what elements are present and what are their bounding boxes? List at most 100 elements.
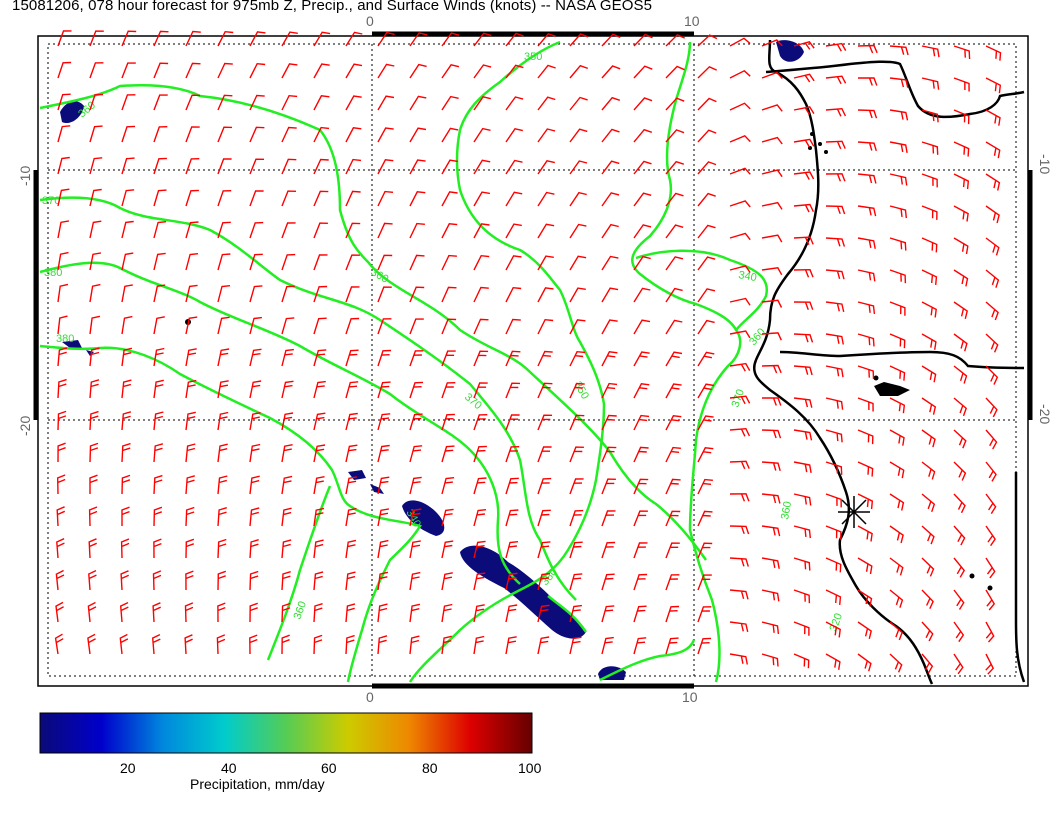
wind-barb — [762, 397, 782, 406]
wind-barb — [889, 205, 907, 219]
wind-barb — [153, 506, 163, 527]
wind-barb — [345, 444, 358, 463]
wind-barb — [569, 509, 584, 527]
wind-barb — [313, 380, 326, 399]
wind-barb — [889, 525, 904, 544]
contour-label: 350 — [524, 51, 542, 63]
wind-barb — [89, 188, 102, 207]
wind-barb — [825, 173, 846, 182]
wind-barb — [473, 604, 485, 623]
wind-barb — [953, 45, 971, 60]
wind-barb — [377, 222, 393, 239]
wind-barb — [249, 507, 260, 527]
wind-barb — [761, 299, 783, 308]
wind-barb — [121, 411, 132, 431]
wind-barb — [921, 621, 934, 642]
wind-barb — [185, 538, 195, 559]
wind-barb — [537, 414, 553, 431]
wind-barb — [313, 126, 330, 143]
wind-barb — [249, 94, 265, 111]
wind-barb — [345, 31, 363, 47]
wind-barb — [793, 397, 813, 408]
wind-barb — [473, 635, 485, 655]
wind-barb — [953, 333, 968, 352]
wind-barb — [153, 284, 166, 303]
wind-barb — [120, 570, 129, 591]
lat-tick-left-10: -10 — [17, 166, 33, 186]
wind-barb — [537, 128, 556, 143]
wind-barb — [185, 158, 200, 175]
lon-tick-top-0: 0 — [366, 13, 374, 29]
wind-barb — [217, 285, 231, 303]
wind-barb — [505, 286, 522, 303]
wind-barb — [89, 347, 100, 367]
wind-barb — [473, 286, 489, 303]
wind-barb — [729, 557, 749, 567]
wind-barb — [921, 333, 937, 350]
wind-barb — [921, 493, 936, 513]
wind-barb — [665, 574, 680, 591]
wind-barb — [377, 254, 393, 271]
wind-barb — [345, 127, 362, 143]
wind-barb — [377, 508, 390, 527]
wind-barb — [953, 365, 968, 384]
wind-barb — [569, 478, 584, 495]
wind-barb — [601, 96, 621, 111]
wind-barb — [441, 382, 456, 399]
wind-barb — [761, 557, 780, 569]
wind-barb — [409, 381, 424, 399]
wind-barb — [377, 190, 394, 207]
wind-barb — [889, 493, 905, 511]
wind-barb — [889, 109, 909, 121]
wind-barb — [601, 65, 621, 79]
graticule — [48, 44, 1016, 676]
wind-barb — [761, 267, 783, 276]
wind-barb — [761, 621, 780, 634]
wind-barb — [473, 32, 492, 47]
wind-barb — [665, 510, 681, 527]
wind-barb — [697, 192, 716, 207]
wind-barb — [985, 109, 1001, 126]
wind-barb — [985, 589, 996, 611]
wind-barb — [569, 191, 587, 207]
wind-barb — [473, 477, 487, 495]
contour-label: 360 — [779, 500, 794, 520]
wind-barb — [601, 223, 619, 239]
wind-barb — [857, 173, 877, 184]
wind-barb — [985, 365, 999, 385]
wind-barb — [761, 201, 783, 210]
wind-barb — [57, 188, 70, 207]
wind-barb — [985, 333, 999, 353]
wind-barb — [281, 31, 298, 47]
wind-barb — [793, 106, 815, 115]
wind-barb — [153, 157, 167, 175]
wind-barb — [119, 633, 129, 655]
wind-barb — [441, 64, 460, 79]
wind-barb — [953, 429, 967, 449]
wind-barb — [313, 476, 325, 495]
wind-barb — [537, 509, 551, 527]
wind-barb — [87, 633, 96, 655]
wind-barb — [121, 506, 130, 526]
wind-barb — [313, 158, 329, 175]
wind-barb — [665, 383, 682, 399]
wind-barb — [729, 102, 751, 111]
wind-barb — [153, 474, 163, 495]
wind-barb — [505, 382, 521, 399]
wind-barb — [793, 621, 810, 636]
wind-barb — [729, 330, 751, 339]
wind-barb — [729, 134, 751, 143]
wind-barb — [505, 636, 517, 655]
wind-barb — [857, 525, 873, 542]
wind-barb — [825, 621, 841, 638]
contour-label: 360 — [369, 266, 391, 286]
wind-barb — [985, 557, 996, 579]
wind-barb — [217, 221, 231, 239]
wind-barb — [857, 333, 875, 347]
wind-barb — [377, 444, 390, 463]
wind-barb — [473, 382, 488, 399]
wind-barb — [601, 382, 618, 399]
contour-label: 350 — [571, 380, 591, 402]
wind-barb — [441, 223, 458, 239]
wind-barb — [825, 461, 843, 475]
